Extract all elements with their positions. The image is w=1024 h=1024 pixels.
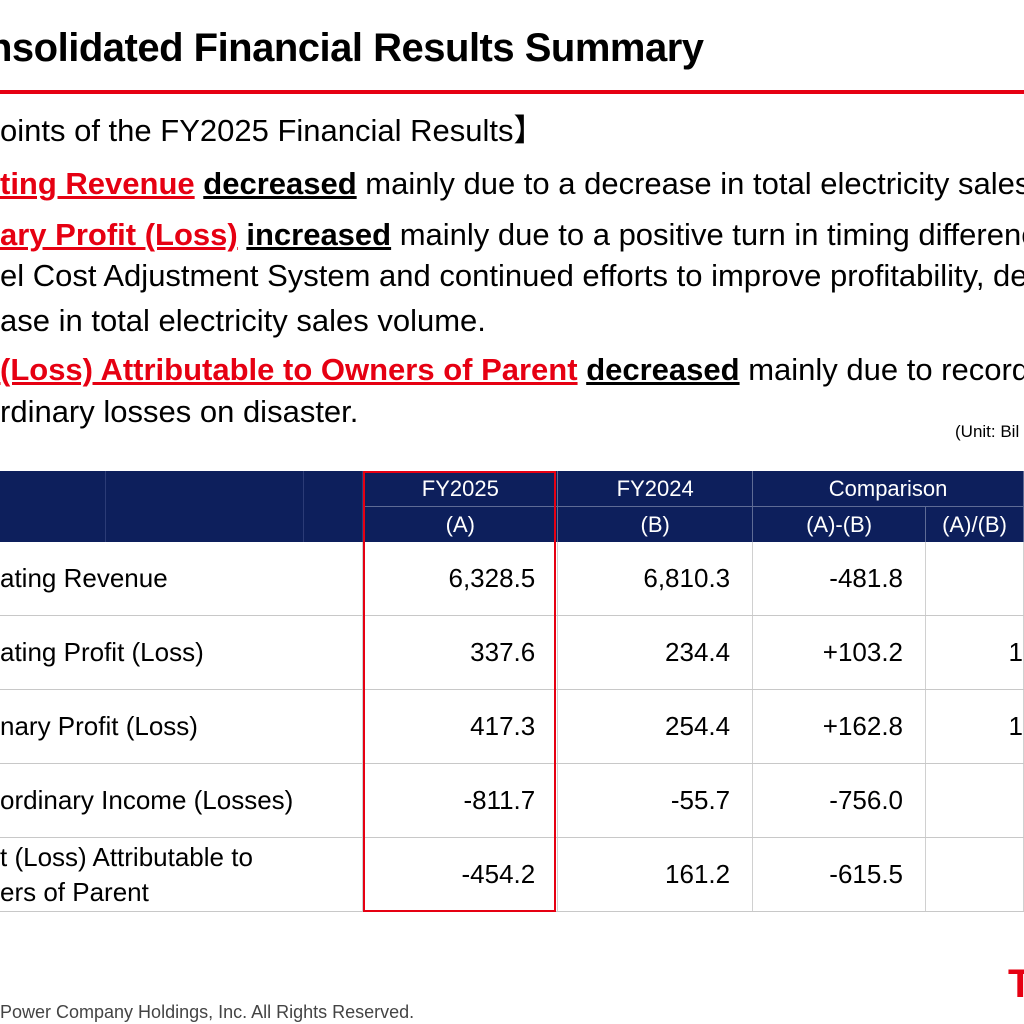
point-ordinary-text: mainly due to a positive turn in timing … [391, 217, 1024, 252]
point-net-subject: (Loss) Attributable to Owners of Parent [0, 352, 578, 387]
point-net-text: mainly due to record [739, 352, 1024, 387]
row-label-line2: ers of Parent [0, 876, 149, 907]
cell-ratio: 1 [925, 615, 1024, 690]
cell-fy2025: 6,328.5 [362, 542, 559, 616]
page-title: nsolidated Financial Results Summary [0, 26, 704, 70]
cell-fy2024: 161.2 [557, 837, 754, 912]
point-revenue-verb: decreased [203, 166, 357, 201]
table-subheader-row: (A) (B) (A)-(B) (A)/(B) [0, 506, 1024, 542]
cell-ratio [925, 763, 1024, 838]
header-fy2024-sub: (B) [557, 506, 754, 542]
point-ordinary-profit: ary Profit (Loss) increased mainly due t… [0, 214, 1024, 256]
row-label: nary Profit (Loss) [0, 689, 364, 764]
header-label-cell [0, 471, 107, 542]
point-ordinary-verb: increased [246, 217, 392, 252]
cell-fy2024: 6,810.3 [557, 542, 754, 616]
header-fy2025: FY2025 [362, 471, 559, 507]
point-net-income: (Loss) Attributable to Owners of Parent … [0, 349, 1024, 391]
table-row: ordinary Income (Losses) -811.7 -55.7 -7… [0, 763, 1024, 838]
copyright-footer: Power Company Holdings, Inc. All Rights … [0, 1002, 415, 1022]
point-revenue: ting Revenue decreased mainly due to a d… [0, 163, 1024, 205]
cell-fy2024: -55.7 [557, 763, 754, 838]
cell-fy2024: 254.4 [557, 689, 754, 764]
row-label: ating Revenue [0, 542, 364, 616]
point-net-text-2: rdinary losses on disaster. [0, 394, 359, 429]
cell-diff: -481.8 [752, 542, 927, 616]
cell-fy2025: -811.7 [362, 763, 559, 838]
cell-diff: -756.0 [752, 763, 927, 838]
table-row: nary Profit (Loss) 417.3 254.4 +162.8 1 [0, 689, 1024, 764]
row-label: ordinary Income (Losses) [0, 763, 364, 838]
row-label-line1: t (Loss) Attributable to [0, 841, 253, 872]
row-label: ating Profit (Loss) [0, 615, 364, 690]
table-row: t (Loss) Attributable to ers of Parent -… [0, 837, 1024, 912]
title-divider [0, 90, 1024, 94]
point-ordinary-subject: ary Profit (Loss) [0, 217, 238, 252]
header-label-cell [303, 471, 364, 542]
cell-fy2025: -454.2 [362, 837, 559, 912]
cell-diff: +162.8 [752, 689, 927, 764]
cell-fy2025: 417.3 [362, 689, 559, 764]
header-label-cell [105, 471, 305, 542]
cell-diff: +103.2 [752, 615, 927, 690]
header-diff: (A)-(B) [752, 506, 927, 542]
cell-ratio [925, 542, 1024, 616]
cell-diff: -615.5 [752, 837, 927, 912]
company-logo: T [1008, 962, 1024, 1006]
cell-ratio [925, 837, 1024, 912]
header-fy2025-sub: (A) [362, 506, 559, 542]
header-ratio: (A)/(B) [925, 506, 1024, 542]
financial-table: FY2025 FY2024 Comparison (A) (B) (A)-(B)… [0, 471, 1024, 912]
cell-fy2025: 337.6 [362, 615, 559, 690]
header-comparison: Comparison [752, 471, 1024, 507]
points-heading: oints of the FY2025 Financial Results】 [0, 113, 545, 148]
header-fy2024: FY2024 [557, 471, 754, 507]
point-ordinary-text-2: el Cost Adjustment System and continued … [0, 258, 1024, 293]
table-row: ating Revenue 6,328.5 6,810.3 -481.8 [0, 542, 1024, 616]
cell-ratio: 1 [925, 689, 1024, 764]
cell-fy2024: 234.4 [557, 615, 754, 690]
point-revenue-text: mainly due to a decrease in total electr… [356, 166, 1024, 201]
row-label: t (Loss) Attributable to ers of Parent [0, 837, 364, 912]
point-net-verb: decreased [586, 352, 740, 387]
unit-note: (Unit: Bil [955, 422, 1020, 441]
table-header-row: FY2025 FY2024 Comparison [0, 471, 1024, 542]
point-ordinary-text-3: ase in total electricity sales volume. [0, 303, 486, 338]
point-revenue-subject: ting Revenue [0, 166, 195, 201]
table-row: ating Profit (Loss) 337.6 234.4 +103.2 1 [0, 615, 1024, 690]
